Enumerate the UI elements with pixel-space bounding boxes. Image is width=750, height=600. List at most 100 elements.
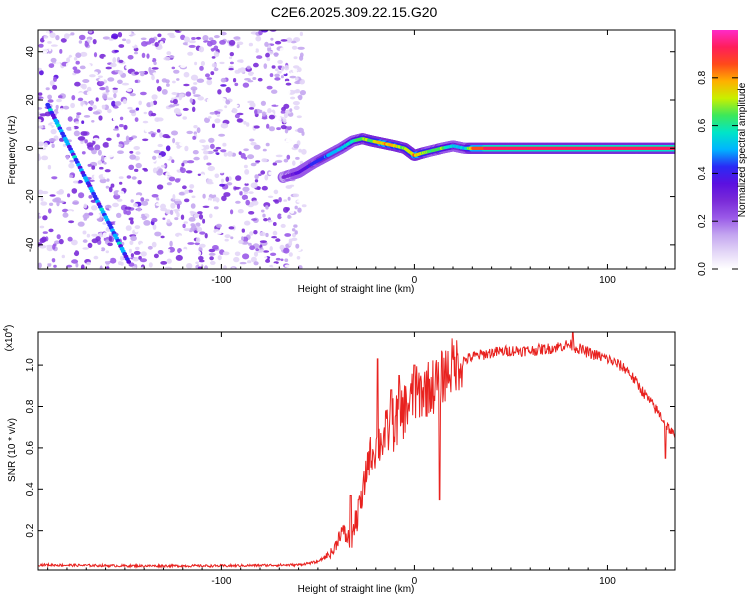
- noise-blob: [299, 55, 304, 61]
- noise-blob: [71, 113, 77, 118]
- noise-blob: [226, 182, 233, 186]
- noise-blob: [242, 186, 250, 192]
- noise-blob: [100, 155, 105, 162]
- noise-blob: [256, 55, 263, 59]
- noise-blob: [123, 166, 130, 170]
- noise-blob: [248, 191, 254, 195]
- noise-blob: [233, 78, 237, 83]
- noise-blob: [248, 42, 253, 47]
- noise-blob: [93, 213, 100, 219]
- noise-blob: [48, 45, 52, 52]
- noise-blob: [283, 118, 287, 124]
- noise-blob: [150, 101, 154, 107]
- noise-blob: [197, 173, 201, 176]
- noise-blob: [80, 141, 84, 144]
- noise-blob: [193, 213, 199, 218]
- noise-blob: [163, 47, 167, 51]
- x-tick-label: 100: [599, 576, 616, 587]
- noise-blob: [121, 82, 130, 86]
- noise-blob: [289, 75, 297, 79]
- noise-blob: [76, 114, 80, 119]
- noise-blob: [82, 247, 89, 250]
- noise-blob: [297, 212, 303, 219]
- noise-blob: [213, 206, 219, 210]
- noise-blob: [275, 40, 282, 45]
- noise-blob: [39, 225, 45, 229]
- noise-blob: [225, 99, 231, 105]
- noise-blob: [253, 230, 258, 235]
- snr-ylabel: SNR (10 * v/v): [7, 418, 18, 482]
- noise-blob: [185, 91, 192, 97]
- noise-blob: [145, 198, 150, 202]
- noise-blob: [213, 67, 219, 72]
- noise-blob: [166, 182, 172, 186]
- noise-blob: [108, 186, 113, 193]
- noise-blob: [225, 261, 231, 265]
- figure-title: C2E6.2025.309.22.15.G20: [271, 4, 438, 20]
- noise-blob: [110, 148, 116, 151]
- snr-ticks: -100 0 100 0.2 0.4 0.6 0.8 1.0: [25, 332, 675, 587]
- noise-blob: [75, 52, 82, 58]
- noise-blob: [125, 79, 131, 83]
- noise-blob: [38, 262, 42, 269]
- noise-blob: [270, 252, 277, 256]
- noise-blob: [228, 226, 235, 230]
- y-tick-label: 0.6: [25, 441, 36, 455]
- noise-blob: [253, 251, 259, 257]
- noise-blob: [181, 162, 185, 167]
- noise-blob: [107, 242, 113, 247]
- noise-blob: [261, 158, 268, 163]
- noise-blob: [71, 188, 78, 194]
- x-tick-label: 0: [412, 275, 418, 286]
- noise-blob: [100, 130, 108, 135]
- noise-blob: [165, 135, 171, 139]
- noise-blob: [48, 228, 54, 233]
- noise-blob: [236, 41, 244, 46]
- noise-blob: [91, 205, 98, 211]
- noise-blob: [259, 109, 263, 114]
- noise-blob: [204, 117, 210, 123]
- noise-blob: [105, 245, 110, 249]
- noise-blob: [208, 37, 214, 41]
- noise-blob: [106, 137, 112, 141]
- noise-blob: [43, 142, 48, 148]
- noise-blob: [88, 30, 93, 34]
- noise-blob: [264, 41, 269, 47]
- noise-blob: [151, 75, 155, 81]
- noise-blob: [65, 155, 70, 160]
- noise-blob: [182, 160, 189, 164]
- noise-blob: [291, 237, 298, 241]
- noise-blob: [220, 149, 227, 153]
- noise-blob: [106, 178, 110, 182]
- noise-blob: [103, 56, 109, 62]
- noise-blob: [296, 115, 302, 119]
- noise-blob: [185, 170, 193, 174]
- noise-blob: [207, 107, 214, 111]
- noise-blob: [194, 50, 199, 54]
- noise-blob: [49, 202, 54, 206]
- noise-blob: [141, 52, 146, 59]
- noise-blob: [72, 180, 79, 184]
- noise-blob: [202, 50, 207, 55]
- noise-blob: [228, 56, 233, 60]
- noise-blob: [105, 185, 110, 189]
- noise-blob: [91, 233, 98, 237]
- noise-blob: [71, 239, 78, 246]
- noise-blob: [62, 212, 69, 218]
- noise-blob: [83, 203, 88, 209]
- noise-blob: [248, 47, 256, 53]
- noise-blob: [189, 210, 195, 214]
- noise-blob: [41, 48, 49, 54]
- noise-blob: [168, 104, 175, 108]
- noise-blob: [202, 205, 210, 208]
- noise-blob: [199, 243, 206, 248]
- noise-blob: [260, 100, 266, 106]
- noise-blob: [64, 109, 69, 115]
- noise-blob: [121, 86, 125, 91]
- noise-blob: [176, 112, 182, 115]
- noise-blob: [271, 89, 278, 94]
- noise-blob: [140, 72, 145, 77]
- noise-blob: [192, 88, 196, 95]
- noise-blob: [99, 46, 108, 53]
- noise-blob: [134, 117, 139, 122]
